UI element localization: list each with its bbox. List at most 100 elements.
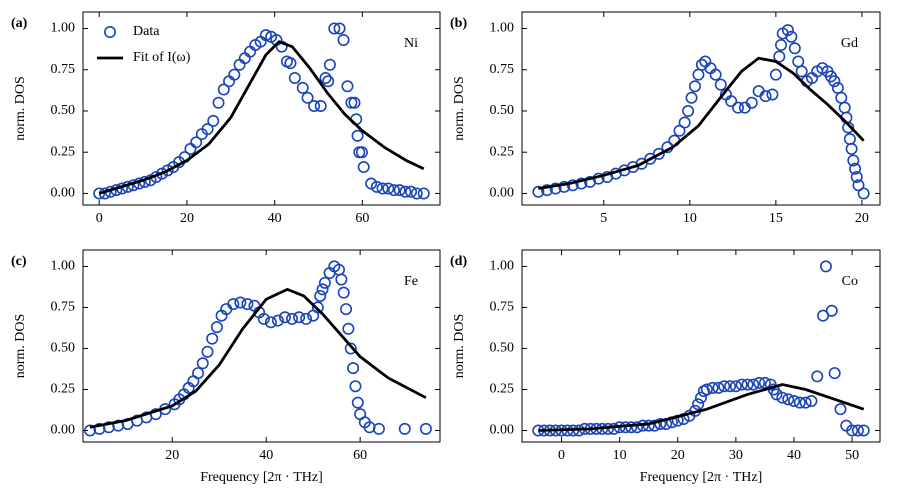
data-point	[241, 298, 254, 311]
data-point	[201, 345, 214, 358]
x-tick-label: 20	[671, 448, 685, 463]
data-point	[770, 388, 783, 401]
data-point	[769, 68, 782, 81]
fit-line	[89, 287, 427, 429]
data-point	[644, 152, 657, 165]
data-point	[788, 42, 801, 55]
data-point	[692, 68, 705, 81]
y-tick-label: 1.00	[51, 21, 76, 36]
y-tick-label: 0.25	[490, 382, 515, 397]
data-point	[337, 286, 350, 299]
data-point	[792, 55, 805, 68]
data-point	[835, 91, 848, 104]
data-point	[732, 101, 745, 114]
data-point	[718, 380, 731, 393]
data-point	[259, 29, 272, 42]
data-point	[234, 296, 247, 309]
data-point	[654, 417, 667, 430]
y-tick-label: 0.50	[490, 341, 515, 356]
data-point	[212, 96, 225, 109]
legend-marker	[104, 25, 117, 38]
data-point	[337, 34, 350, 47]
data-point	[685, 91, 698, 104]
data-point	[607, 422, 620, 435]
data-point	[849, 162, 862, 175]
legend-label: Data	[133, 24, 160, 39]
data-point	[300, 312, 313, 325]
data-point	[210, 321, 223, 334]
data-point	[308, 100, 321, 113]
data-point	[217, 83, 230, 96]
data-point	[532, 185, 545, 198]
y-tick-label: 0.00	[51, 423, 76, 438]
x-tick-label: 50	[845, 448, 859, 463]
data-point	[700, 383, 713, 396]
data-point	[775, 38, 788, 51]
data-point	[349, 380, 362, 393]
y-tick-label: 0.50	[51, 341, 76, 356]
data-point	[795, 65, 808, 78]
axes-frame	[82, 249, 441, 443]
data-point	[753, 376, 766, 389]
data-point	[293, 311, 306, 324]
data-point	[190, 136, 203, 149]
data-point	[745, 96, 758, 109]
fit-line	[98, 40, 425, 195]
data-point	[341, 80, 354, 93]
data-point	[857, 187, 870, 200]
data-point	[714, 78, 727, 91]
data-point	[819, 260, 832, 273]
y-tick-label: 0.75	[51, 62, 76, 77]
x-tick-label: 20	[180, 211, 194, 226]
y-axis-label: norm. DOS	[13, 314, 28, 379]
y-tick-label: 1.00	[490, 259, 515, 274]
y-tick-label: 0.00	[490, 186, 515, 201]
data-point	[238, 52, 251, 65]
data-point	[725, 95, 738, 108]
y-tick-label: 1.00	[490, 21, 515, 36]
data-point	[694, 391, 707, 404]
data-point	[184, 142, 197, 155]
data-point	[817, 309, 830, 322]
data-point	[741, 378, 754, 391]
data-point	[419, 422, 432, 435]
data-point	[319, 71, 332, 84]
y-tick-label: 0.25	[51, 382, 76, 397]
data-point	[766, 88, 779, 101]
element-label: Co	[842, 274, 858, 289]
data-point	[227, 298, 240, 311]
data-point	[811, 370, 824, 383]
y-tick-label: 0.00	[51, 186, 76, 201]
panel-label: (d)	[450, 254, 467, 269]
data-point	[805, 394, 818, 407]
data-point	[843, 133, 856, 146]
data-point	[648, 419, 661, 432]
data-point	[688, 80, 701, 93]
data-point	[311, 301, 324, 314]
data-point	[692, 398, 705, 411]
data-point	[773, 50, 786, 63]
data-point	[328, 22, 341, 35]
data-point	[257, 312, 270, 325]
data-point	[842, 121, 855, 134]
panel-label: (b)	[450, 16, 467, 31]
data-point	[549, 182, 562, 195]
data-point	[575, 177, 588, 190]
data-point	[344, 342, 357, 355]
data-point	[357, 161, 370, 174]
x-tick-label: 0	[558, 448, 565, 463]
y-axis-label: norm. DOS	[452, 76, 467, 141]
data-point	[206, 332, 219, 345]
y-tick-label: 0.25	[51, 144, 76, 159]
data-point	[540, 184, 553, 197]
data-point	[207, 114, 220, 127]
x-tick-label: 0	[96, 211, 103, 226]
data-point	[288, 71, 301, 84]
y-tick-label: 0.75	[490, 300, 515, 315]
data-point	[785, 30, 798, 43]
data-point	[398, 422, 411, 435]
data-point	[850, 170, 863, 183]
y-tick-label: 0.00	[490, 423, 515, 438]
data-point	[192, 367, 205, 380]
data-point	[678, 116, 691, 129]
